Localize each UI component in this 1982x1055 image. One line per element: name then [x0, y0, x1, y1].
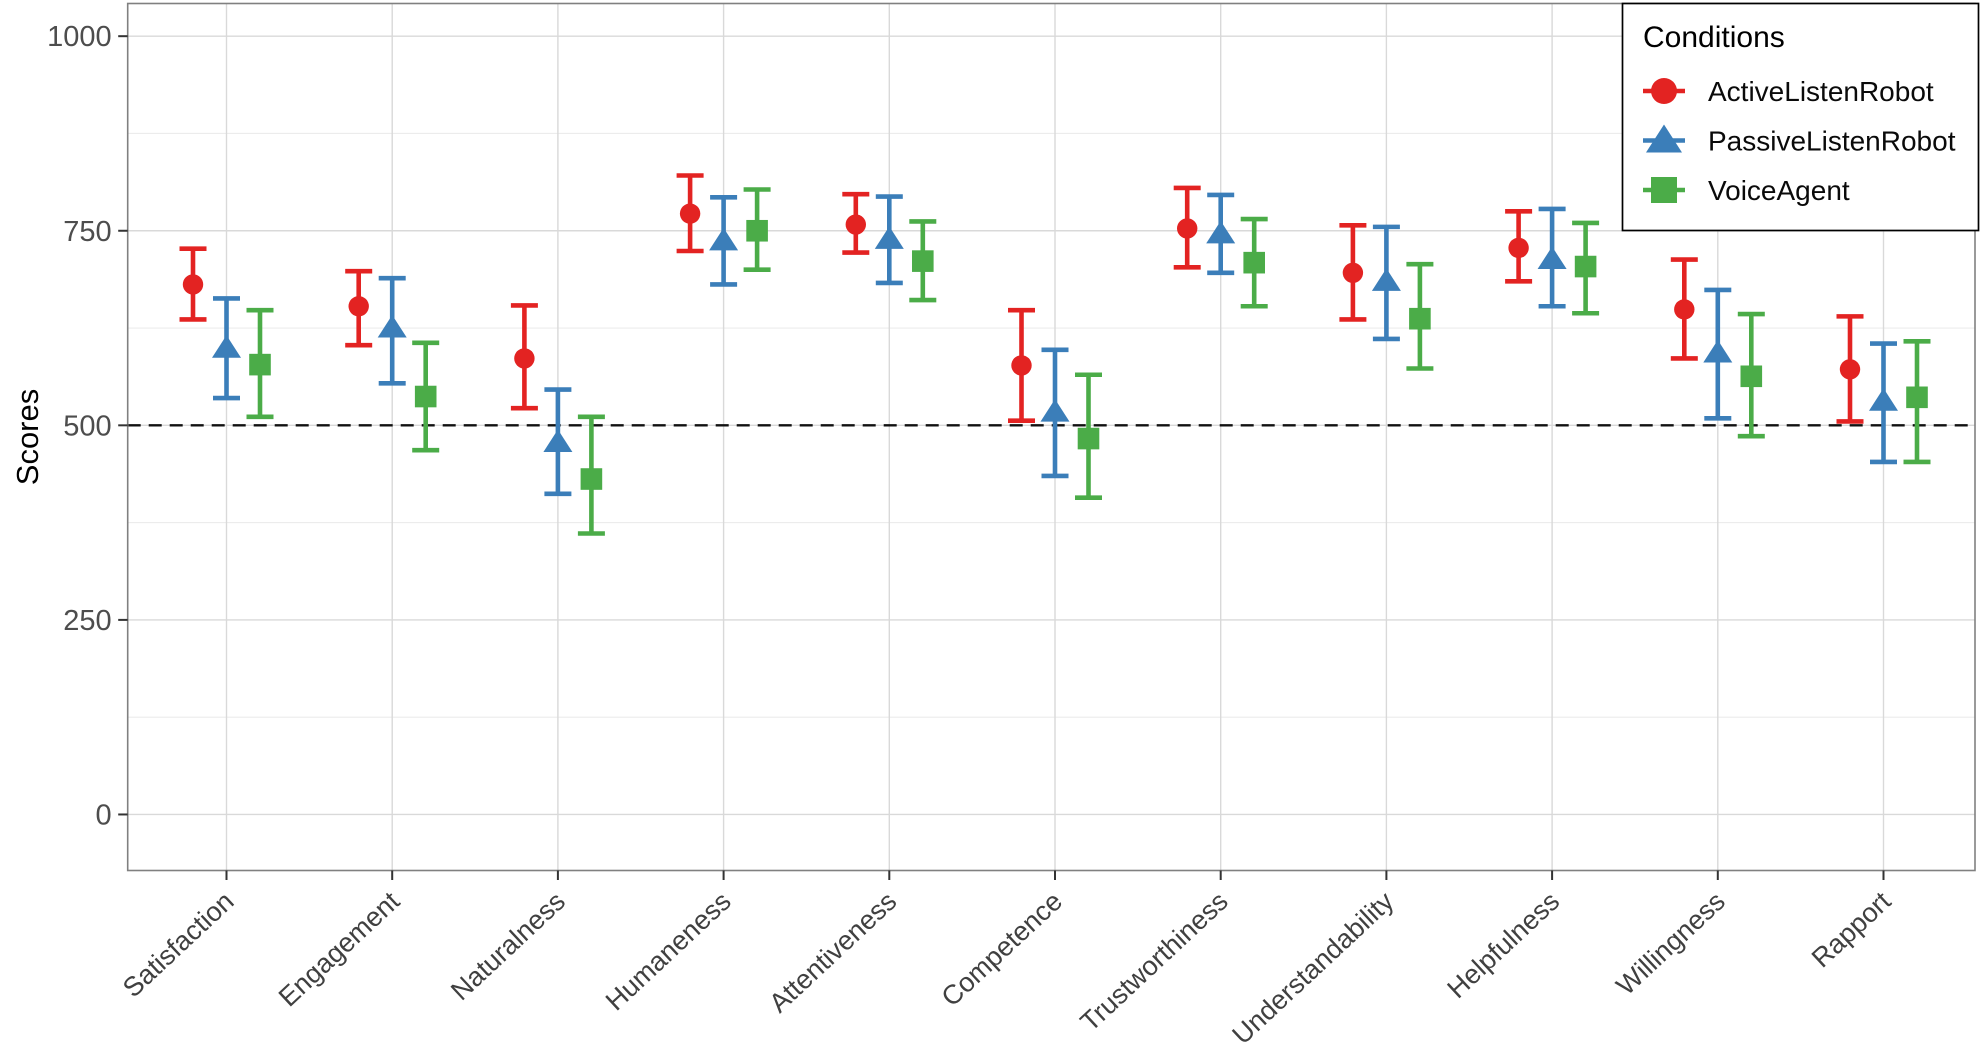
- legend-entry-label: ActiveListenRobot: [1708, 76, 1934, 107]
- circle-marker: [679, 203, 701, 224]
- legend-entry-VoiceAgent: VoiceAgent: [1643, 175, 1850, 206]
- x-tick-label-humaneness: Humaneness: [600, 886, 737, 1016]
- circle-marker: [182, 274, 204, 295]
- legend-entries: ActiveListenRobot PassiveListenRobot Voice…: [1643, 76, 1956, 206]
- circle-marker: [845, 214, 866, 235]
- square-marker: [1077, 427, 1100, 450]
- triangle-marker: [543, 429, 573, 452]
- y-tick-label: 1000: [47, 21, 112, 53]
- square-marker: [580, 468, 603, 490]
- y-axis-title: Scores: [10, 389, 45, 485]
- circle-marker: [1508, 237, 1529, 259]
- triangle-marker: [1206, 220, 1236, 244]
- point-PassiveListenRobot-Helpfulness: [1537, 206, 1567, 309]
- panel-border: [126, 2, 1976, 872]
- legend-entry-ActiveListenRobot: ActiveListenRobot: [1643, 76, 1934, 107]
- point-VoiceAgent-Engagement: [412, 340, 440, 453]
- point-PassiveListenRobot-Understandability: [1371, 224, 1401, 342]
- triangle-marker: [377, 315, 407, 338]
- square-marker: [1906, 386, 1928, 409]
- x-tick-label-engagement: Engagement: [273, 886, 406, 1013]
- point-ActiveListenRobot-Rapport: [1836, 314, 1864, 424]
- point-VoiceAgent-Willingness: [1737, 311, 1765, 439]
- square-marker: [746, 219, 768, 242]
- point-ActiveListenRobot-Understandability: [1339, 223, 1367, 322]
- x-tick-label-helpfulness: Helpfulness: [1442, 886, 1566, 1004]
- circle-marker: [1011, 355, 1032, 376]
- point-PassiveListenRobot-Satisfaction: [212, 296, 241, 401]
- point-VoiceAgent-Attentiveness: [909, 219, 937, 303]
- triangle-marker: [709, 227, 739, 251]
- point-VoiceAgent-Satisfaction: [246, 307, 274, 420]
- point-VoiceAgent-Trustworthiness: [1240, 216, 1268, 309]
- point-ActiveListenRobot-Willingness: [1670, 257, 1698, 361]
- point-VoiceAgent-Naturalness: [577, 414, 605, 536]
- x-tick-label-rapport: Rapport: [1806, 886, 1897, 974]
- circle-marker: [1342, 262, 1364, 283]
- circle-marker: [1674, 299, 1695, 320]
- triangle-marker: [874, 226, 904, 249]
- point-PassiveListenRobot-Willingness: [1703, 287, 1733, 421]
- point-VoiceAgent-Competence: [1075, 372, 1102, 501]
- triangle-marker: [1040, 399, 1070, 422]
- point-VoiceAgent-Understandability: [1406, 261, 1434, 371]
- y-tick-label: 0: [96, 799, 112, 831]
- circle-legend-icon: [1651, 78, 1677, 104]
- circle-marker: [348, 296, 369, 317]
- legend-entry-label: VoiceAgent: [1708, 175, 1850, 206]
- square-marker: [1574, 255, 1597, 278]
- point-PassiveListenRobot-Humaneness: [709, 194, 739, 287]
- point-ActiveListenRobot-Humaneness: [676, 173, 704, 254]
- legend-box: [1621, 2, 1980, 232]
- square-legend-icon: [1651, 177, 1677, 203]
- point-ActiveListenRobot-Attentiveness: [842, 191, 870, 255]
- square-marker: [1243, 251, 1265, 274]
- square-marker: [1740, 365, 1763, 388]
- x-tick-label-naturalness: Naturalness: [445, 886, 571, 1006]
- point-VoiceAgent-Rapport: [1903, 338, 1931, 465]
- point-PassiveListenRobot-Trustworthiness: [1206, 192, 1236, 276]
- x-tick-label-competence: Competence: [936, 886, 1068, 1012]
- point-ActiveListenRobot-Helpfulness: [1505, 208, 1533, 284]
- point-ActiveListenRobot-Naturalness: [510, 303, 538, 411]
- point-PassiveListenRobot-Attentiveness: [874, 194, 904, 286]
- legend-entry-label: PassiveListenRobot: [1708, 126, 1956, 157]
- square-marker: [249, 353, 271, 376]
- triangle-marker: [212, 335, 241, 358]
- legend: Conditions ActiveListenRobot PassiveListe…: [1621, 2, 1980, 232]
- legend-entry-PassiveListenRobot: PassiveListenRobot: [1643, 124, 1956, 157]
- point-ActiveListenRobot-Engagement: [345, 268, 373, 348]
- triangle-marker: [1537, 246, 1567, 270]
- circle-marker: [1839, 359, 1861, 380]
- x-tick-label-willingness: Willingness: [1611, 886, 1731, 1001]
- y-tick-label: 250: [63, 605, 111, 637]
- y-tick-label: 750: [63, 216, 111, 248]
- y-tick-label: 500: [63, 410, 111, 442]
- x-tick-label-trustworthiness: Trustworthiness: [1075, 886, 1234, 1037]
- circle-marker: [514, 348, 535, 369]
- point-PassiveListenRobot-Rapport: [1869, 341, 1898, 465]
- x-tick-label-satisfaction: Satisfaction: [117, 886, 240, 1003]
- triangle-marker: [1703, 339, 1733, 363]
- x-tick-label-understandability: Understandability: [1226, 886, 1399, 1051]
- circle-marker: [1177, 218, 1198, 239]
- triangle-marker: [1869, 388, 1898, 411]
- point-PassiveListenRobot-Naturalness: [543, 387, 573, 497]
- point-VoiceAgent-Humaneness: [743, 187, 771, 272]
- triangle-marker: [1371, 268, 1401, 291]
- square-marker: [414, 385, 437, 408]
- point-ActiveListenRobot-Competence: [1008, 307, 1035, 423]
- square-marker: [912, 250, 934, 272]
- triangle-legend-icon: [1646, 124, 1682, 153]
- x-tick-label-attentiveness: Attentiveness: [763, 886, 902, 1018]
- legend-title: Conditions: [1643, 21, 1785, 54]
- point-PassiveListenRobot-Competence: [1040, 347, 1070, 479]
- point-ActiveListenRobot-Trustworthiness: [1173, 185, 1201, 270]
- point-VoiceAgent-Helpfulness: [1572, 220, 1600, 316]
- point-ActiveListenRobot-Satisfaction: [179, 246, 207, 322]
- square-marker: [1409, 307, 1431, 330]
- point-PassiveListenRobot-Engagement: [377, 275, 407, 386]
